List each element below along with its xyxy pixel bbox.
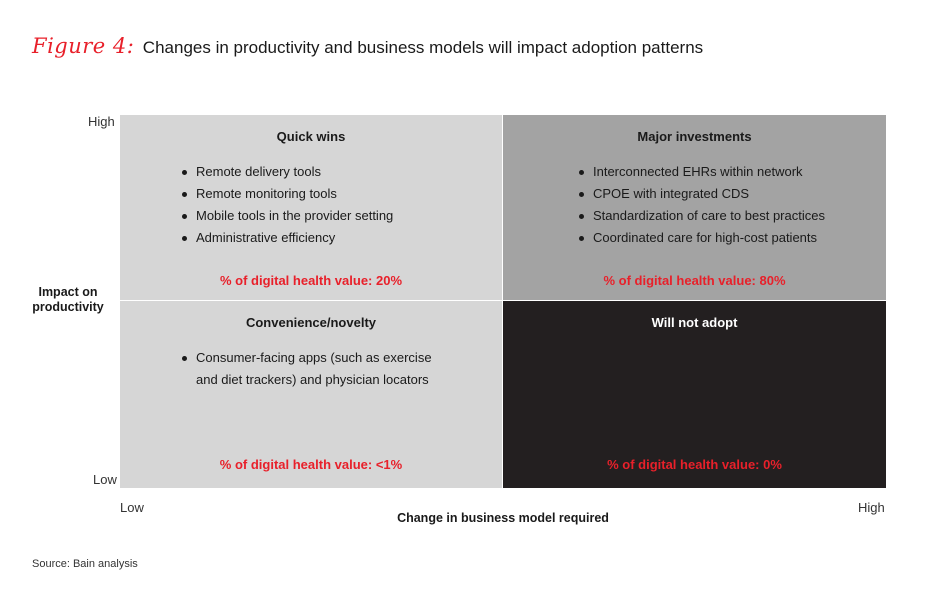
list-item: CPOE with integrated CDS <box>577 183 825 205</box>
x-axis-high-label: High <box>858 500 885 515</box>
quadrant-title: Convenience/novelty <box>245 315 377 330</box>
figure-title: Changes in productivity and business mod… <box>142 38 704 57</box>
list-item: Consumer-facing apps (such as exercise <box>180 347 432 369</box>
y-axis-title: Impact on productivity <box>32 285 104 314</box>
y-axis-low-label: Low <box>93 472 117 487</box>
quadrant-title: Will not adopt <box>651 315 738 330</box>
quadrant-quick-wins: Quick wins Remote delivery tools Remote … <box>120 115 502 300</box>
quadrant-will-not-adopt: Will not adopt % of digital health value… <box>503 301 886 488</box>
list-item-continuation: and diet trackers) and physician locator… <box>196 372 429 387</box>
quadrant-value: % of digital health value: 0% <box>607 457 782 472</box>
quadrant-major-investments: Major investments Interconnected EHRs wi… <box>503 115 886 300</box>
quadrant-value: % of digital health value: 80% <box>603 273 786 288</box>
quadrant-title: Major investments <box>637 129 752 144</box>
quadrant-bullet-list: Remote delivery tools Remote monitoring … <box>180 161 393 249</box>
quadrant-bullet-list: Interconnected EHRs within network CPOE … <box>577 161 825 249</box>
x-axis-low-label: Low <box>120 500 144 515</box>
list-item: Interconnected EHRs within network <box>577 161 825 183</box>
list-item: Coordinated care for high-cost patients <box>577 227 825 249</box>
x-axis-title: Change in business model required <box>397 511 609 525</box>
quadrant-value: % of digital health value: <1% <box>219 457 403 472</box>
quadrant-bullet-list: Consumer-facing apps (such as exercise a… <box>180 347 432 391</box>
list-item: Standardization of care to best practice… <box>577 205 825 227</box>
y-axis-high-label: High <box>88 114 115 129</box>
figure-title-row: Figure 4: Changes in productivity and bu… <box>32 34 703 58</box>
list-item: Remote monitoring tools <box>180 183 393 205</box>
list-item: Administrative efficiency <box>180 227 393 249</box>
quadrant-value: % of digital health value: 20% <box>219 273 403 288</box>
list-item: Mobile tools in the provider setting <box>180 205 393 227</box>
quadrant-convenience-novelty: Convenience/novelty Consumer-facing apps… <box>120 301 502 488</box>
source-note: Source: Bain analysis <box>32 558 138 570</box>
quadrant-title: Quick wins <box>276 129 346 144</box>
list-item: Remote delivery tools <box>180 161 393 183</box>
figure-label: Figure 4: <box>32 34 135 58</box>
